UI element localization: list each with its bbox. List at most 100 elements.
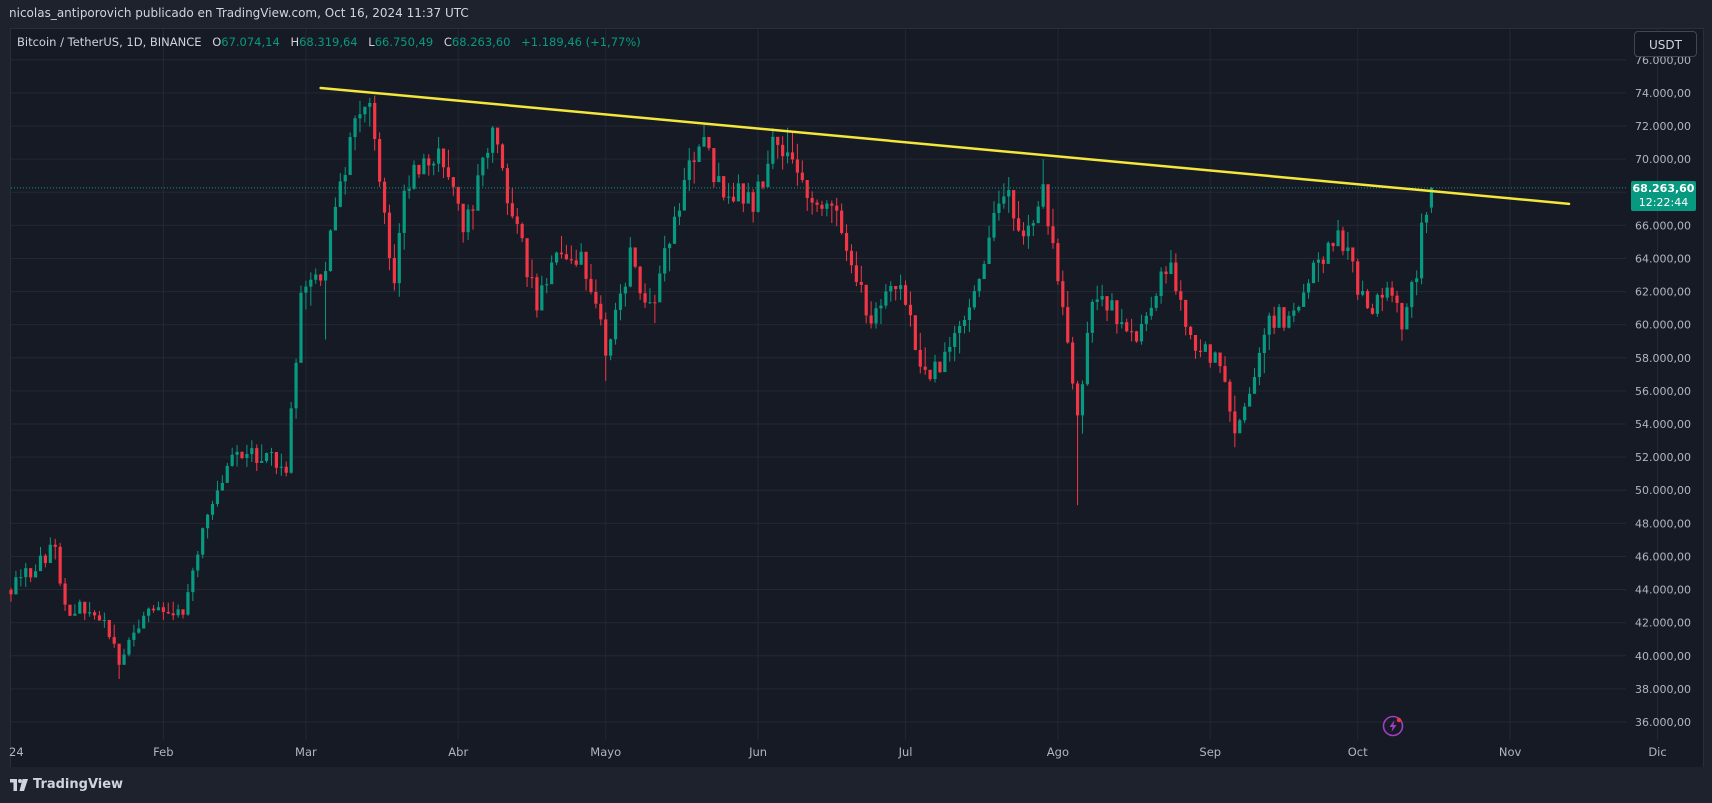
candle-body [422, 158, 426, 175]
candle-body [333, 206, 337, 231]
trendline[interactable] [319, 86, 1571, 206]
candle-body [1134, 331, 1139, 342]
candle-body [132, 632, 136, 640]
candle-body [884, 291, 888, 306]
candle-body [1311, 262, 1316, 284]
candle-body [820, 204, 824, 209]
candle-body [1203, 344, 1207, 352]
candle-body [668, 243, 672, 249]
price-tick-label: 62.000,00 [1635, 286, 1691, 299]
candle-body [1213, 352, 1217, 363]
candle-body [584, 251, 588, 279]
candle-body [810, 198, 814, 203]
candle-body [530, 277, 534, 279]
candle-body [903, 285, 908, 305]
candle-body [1021, 230, 1026, 237]
footer: TradingView [0, 767, 1712, 803]
candle-body [1282, 307, 1286, 328]
candle-body [382, 181, 387, 213]
candle-body [1002, 196, 1006, 204]
candle-body [899, 285, 903, 290]
candle-body [741, 183, 745, 204]
candle-body [550, 262, 554, 285]
price-tick-label: 76.000,00 [1635, 54, 1691, 67]
currency-button[interactable]: USDT [1634, 31, 1697, 57]
candle-body [702, 136, 706, 147]
close-value: 68.263,60 [451, 35, 511, 49]
candle-body [1115, 300, 1119, 325]
tradingview-brand[interactable]: TradingView [10, 777, 123, 792]
candle-body [38, 555, 43, 572]
time-tick-label: Abr [448, 745, 468, 759]
candle-body [520, 223, 524, 239]
candle-body [874, 308, 878, 324]
candle-body [677, 210, 682, 217]
candle-body [771, 136, 775, 164]
candle-body [805, 180, 809, 199]
candle-body [1144, 315, 1148, 324]
candle-body [1302, 292, 1306, 307]
candle-body [235, 451, 239, 455]
price-tick-label: 42.000,00 [1635, 617, 1691, 630]
candle-body [461, 203, 465, 233]
candle-body [766, 163, 770, 188]
candle-body [722, 176, 726, 198]
candle-body [161, 607, 165, 612]
candle-body [1287, 315, 1291, 328]
candle-body [19, 577, 23, 579]
candle-body [1405, 307, 1409, 330]
price-tick-label: 46.000,00 [1635, 550, 1691, 563]
publication-info: nicolas_antiporovich publicado en Tradin… [9, 6, 469, 20]
candle-body [844, 232, 849, 251]
candle-body [943, 351, 947, 373]
candle-body [328, 230, 333, 272]
candle-body [1051, 226, 1055, 244]
time-axis[interactable]: 24 Feb Mar Abr Mayo Jun Jul Ago Sep Oct Nov Dic [9, 745, 1667, 759]
candle-body [1243, 406, 1247, 421]
candle-body [977, 279, 981, 292]
candle-body [785, 152, 790, 157]
candle-body [48, 544, 52, 564]
candle-body [1306, 283, 1311, 293]
candle-body [88, 612, 92, 614]
price-tick-label: 52.000,00 [1635, 451, 1691, 464]
candle-body [274, 452, 279, 468]
chart-panel[interactable] [10, 28, 1704, 768]
candle-body [206, 514, 210, 529]
candle-body [1149, 307, 1153, 316]
candle-body [835, 205, 839, 211]
candle-body [14, 577, 18, 595]
lightning-bolt-icon[interactable] [1382, 715, 1404, 737]
candle-body [446, 167, 451, 178]
candle-body [441, 148, 446, 168]
candle-body [510, 203, 514, 217]
candle-body [1164, 271, 1168, 275]
candle-body [176, 609, 180, 616]
price-axis[interactable]: 36.000,00 38.000,00 40.000,00 42.000,00 44.0… [1635, 54, 1691, 729]
price-tick-label: 58.000,00 [1635, 352, 1691, 365]
candle-body [682, 180, 686, 211]
candle-body [761, 181, 765, 188]
candle-body [938, 361, 942, 373]
candles [9, 95, 1434, 679]
candle-body [97, 615, 102, 621]
low-key: L [368, 35, 375, 49]
candle-body [535, 277, 539, 311]
price-tick-label: 74.000,00 [1635, 87, 1691, 100]
candle-body [1159, 271, 1163, 296]
time-tick-label: 24 [9, 745, 24, 759]
candle-body [289, 408, 293, 473]
candle-body [859, 281, 863, 285]
time-tick-label: Feb [153, 745, 173, 759]
candle-body [697, 146, 701, 163]
candle-body [299, 292, 303, 363]
candle-body [638, 266, 642, 294]
price-chart[interactable]: 36.000,00 38.000,00 40.000,00 42.000,00 44.0… [0, 0, 1712, 767]
candle-body [1041, 184, 1045, 207]
candle-body [830, 203, 834, 206]
candle-body [1174, 262, 1178, 292]
candle-body [1208, 344, 1212, 363]
candle-body [107, 619, 111, 638]
candle-body [736, 183, 741, 202]
change-value: +1.189,46 (+1,77%) [521, 35, 641, 49]
